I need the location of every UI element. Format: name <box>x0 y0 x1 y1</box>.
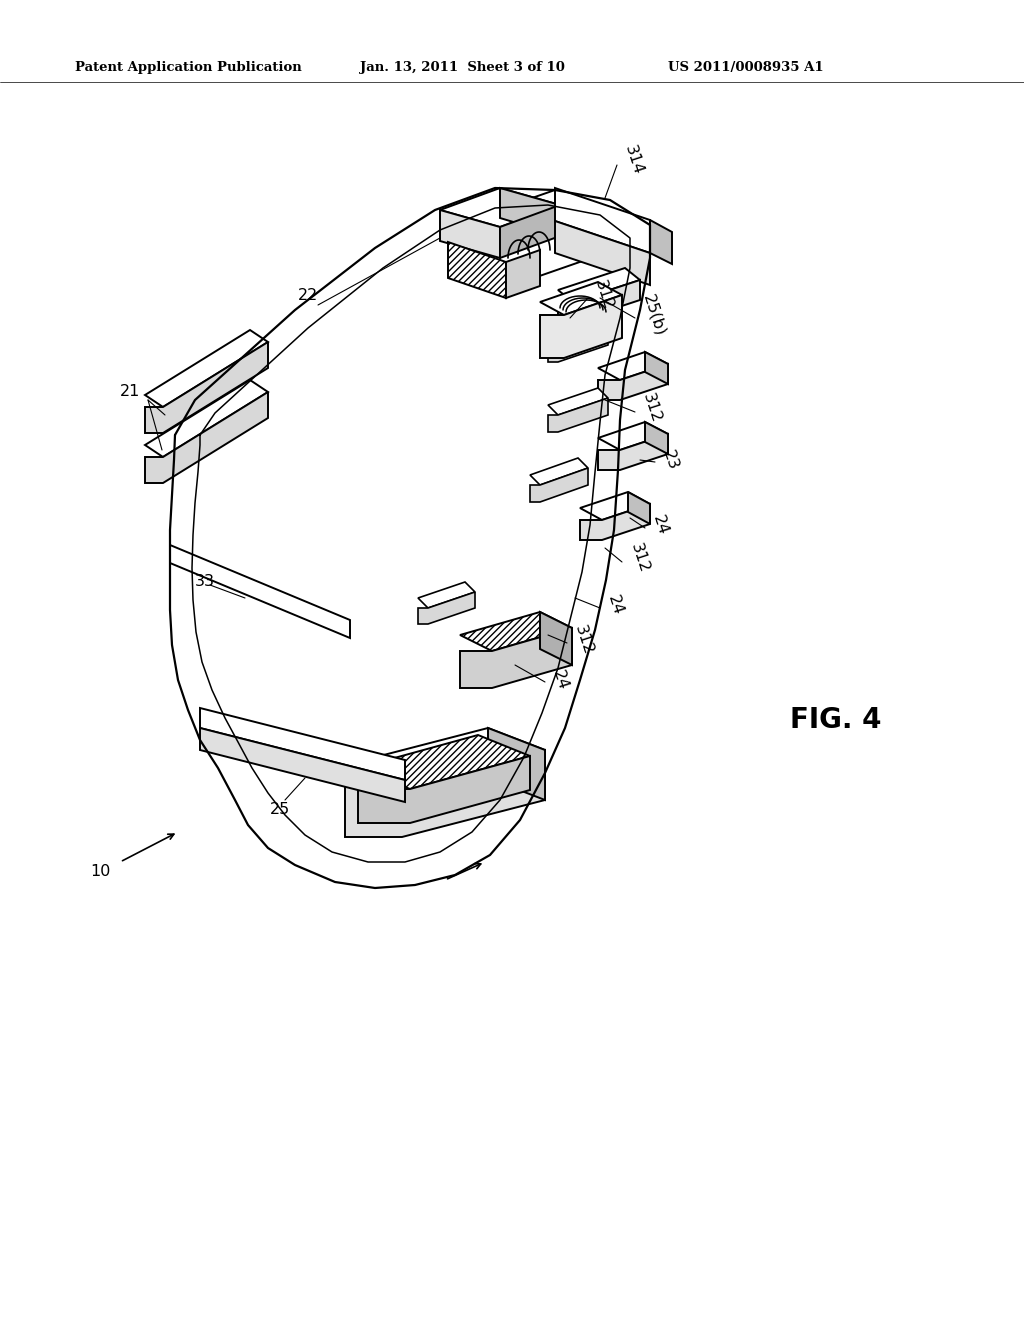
Polygon shape <box>645 422 668 454</box>
Polygon shape <box>345 750 545 837</box>
Text: 25: 25 <box>270 803 290 817</box>
Polygon shape <box>358 735 530 789</box>
Polygon shape <box>418 591 475 624</box>
Polygon shape <box>200 708 406 780</box>
Polygon shape <box>440 210 500 257</box>
Text: 25(b): 25(b) <box>640 292 668 338</box>
Polygon shape <box>460 628 572 688</box>
Polygon shape <box>488 729 545 800</box>
Polygon shape <box>145 342 268 433</box>
Text: 312: 312 <box>640 391 664 425</box>
Polygon shape <box>500 205 560 257</box>
Polygon shape <box>345 729 545 787</box>
Text: Jan. 13, 2011  Sheet 3 of 10: Jan. 13, 2011 Sheet 3 of 10 <box>360 62 565 74</box>
Polygon shape <box>145 392 268 483</box>
Text: FIG. 4: FIG. 4 <box>790 706 882 734</box>
Polygon shape <box>200 729 406 803</box>
Polygon shape <box>440 190 620 288</box>
Polygon shape <box>598 434 668 470</box>
Polygon shape <box>580 504 650 540</box>
Polygon shape <box>650 220 672 264</box>
Polygon shape <box>440 187 560 227</box>
Polygon shape <box>548 327 608 362</box>
Text: 312: 312 <box>628 541 651 574</box>
Text: 312: 312 <box>572 623 596 657</box>
Polygon shape <box>598 364 668 400</box>
Polygon shape <box>558 268 640 302</box>
Polygon shape <box>540 294 622 358</box>
Polygon shape <box>460 612 572 651</box>
Text: 10: 10 <box>90 865 111 879</box>
Polygon shape <box>555 187 650 253</box>
Polygon shape <box>548 388 608 414</box>
Polygon shape <box>418 582 475 609</box>
Polygon shape <box>530 458 588 484</box>
Text: 24: 24 <box>605 593 626 616</box>
Text: 314: 314 <box>622 144 646 177</box>
Polygon shape <box>548 399 608 432</box>
Polygon shape <box>145 380 268 457</box>
Text: 21: 21 <box>120 384 140 400</box>
Polygon shape <box>598 422 668 450</box>
Text: Patent Application Publication: Patent Application Publication <box>75 62 302 74</box>
Polygon shape <box>506 249 540 298</box>
Polygon shape <box>500 187 560 236</box>
Polygon shape <box>449 242 506 298</box>
Polygon shape <box>530 469 588 502</box>
Polygon shape <box>170 545 350 638</box>
Polygon shape <box>548 318 608 345</box>
Polygon shape <box>598 352 668 380</box>
Text: 24: 24 <box>650 513 671 537</box>
Polygon shape <box>555 220 650 285</box>
Polygon shape <box>145 330 268 407</box>
Text: 23: 23 <box>660 447 681 471</box>
Polygon shape <box>540 282 622 315</box>
Polygon shape <box>358 756 530 822</box>
Text: 24: 24 <box>550 668 570 692</box>
Polygon shape <box>558 280 640 322</box>
Text: US 2011/0008935 A1: US 2011/0008935 A1 <box>668 62 823 74</box>
Text: 312: 312 <box>592 279 615 312</box>
Text: 22: 22 <box>298 288 318 302</box>
Polygon shape <box>540 612 572 665</box>
Polygon shape <box>628 492 650 524</box>
Text: 33: 33 <box>195 574 215 590</box>
Polygon shape <box>645 352 668 384</box>
Polygon shape <box>580 492 650 520</box>
